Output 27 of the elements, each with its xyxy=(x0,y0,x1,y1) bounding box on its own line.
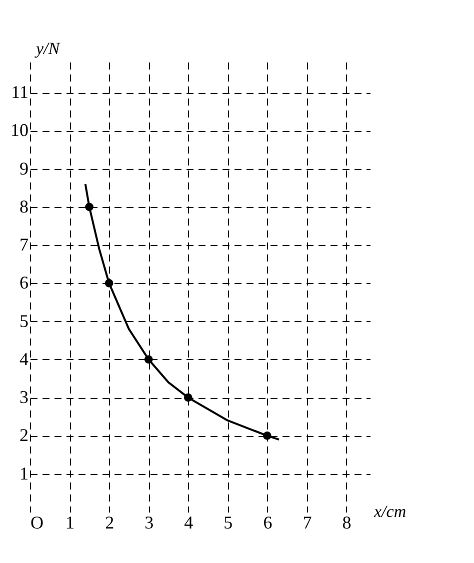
x-axis-title: x/cm xyxy=(373,502,406,521)
point xyxy=(104,279,114,288)
y-tick-label: 3 xyxy=(20,387,28,408)
x-tick-label: 4 xyxy=(184,512,194,532)
x-tick-label: 8 xyxy=(342,512,352,532)
point xyxy=(85,202,94,212)
x-tick-label: 3 xyxy=(144,512,154,532)
x-tick-label: 6 xyxy=(263,512,272,532)
x-tick-label: 1 xyxy=(66,512,75,532)
y-tick-label: 9 xyxy=(20,158,28,178)
y-tick-label: 5 xyxy=(20,310,28,331)
x-tick-label: 2 xyxy=(105,512,114,532)
y-axis-title: y/N xyxy=(34,39,62,58)
y-tick-label: 2 xyxy=(20,425,28,446)
x-tick-label: O xyxy=(30,512,44,532)
x-tick-label: 7 xyxy=(302,512,312,532)
y-tick-label: 1 xyxy=(20,463,28,484)
point xyxy=(144,355,153,364)
y-tick-label: 7 xyxy=(20,234,28,255)
y-tick-label: 8 xyxy=(20,196,28,216)
point xyxy=(263,432,272,440)
point xyxy=(184,393,192,402)
x-tick-label: 5 xyxy=(224,512,233,532)
y-tick-label: 10 xyxy=(10,120,28,140)
y-tick-label: 6 xyxy=(20,272,28,293)
y-tick-label: 11 xyxy=(11,82,28,102)
y-tick-label: 4 xyxy=(20,348,28,369)
